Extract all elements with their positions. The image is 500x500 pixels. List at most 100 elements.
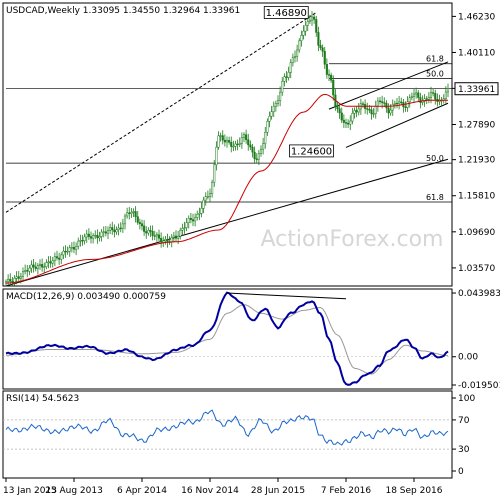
macd-y-tick-label: -0.019501 bbox=[458, 381, 500, 391]
candle-body bbox=[395, 102, 399, 105]
candle-body bbox=[30, 264, 33, 269]
candle-body bbox=[330, 74, 333, 81]
candle-body bbox=[423, 98, 426, 102]
axes: 1.462301.401101.340201.278901.219301.158… bbox=[3, 12, 500, 496]
candle-body bbox=[92, 235, 95, 239]
candle-body bbox=[183, 227, 186, 229]
candle-body bbox=[191, 219, 195, 222]
candle-body bbox=[32, 264, 35, 268]
candle-body bbox=[323, 51, 326, 65]
candle-body bbox=[262, 143, 265, 150]
trendline-channel-upper bbox=[328, 61, 449, 110]
candle-body bbox=[87, 233, 90, 237]
candle-body bbox=[19, 276, 22, 279]
macd-line bbox=[5, 291, 449, 386]
candle-body bbox=[228, 140, 231, 143]
candle-body bbox=[283, 76, 286, 82]
price-annotation: 1.46890 bbox=[266, 8, 307, 19]
candle-body bbox=[425, 98, 428, 100]
candle-body bbox=[291, 57, 294, 63]
trendline-dashed bbox=[5, 12, 317, 213]
candle-body bbox=[179, 230, 182, 237]
candle-body bbox=[98, 236, 101, 239]
candle-body bbox=[389, 109, 392, 114]
candle-body bbox=[302, 30, 305, 36]
candle-body bbox=[185, 222, 188, 228]
candle-body bbox=[293, 56, 297, 58]
candle-body bbox=[17, 276, 20, 279]
candle-body bbox=[417, 92, 420, 98]
candle-body bbox=[238, 143, 241, 145]
trendline-solid bbox=[5, 158, 449, 286]
price-title: USDCAD,Weekly 1.33095 1.34550 1.32964 1.… bbox=[6, 6, 240, 16]
candle-body bbox=[194, 217, 197, 222]
candle-body bbox=[55, 256, 59, 259]
candle-body bbox=[351, 113, 354, 122]
candle-body bbox=[211, 181, 214, 194]
candle-body bbox=[338, 108, 341, 114]
candle-body bbox=[140, 223, 144, 227]
candle-body bbox=[47, 261, 50, 263]
candle-body bbox=[327, 74, 331, 76]
candle-body bbox=[353, 110, 356, 114]
x-tick-label: 13 Jan 2013 bbox=[3, 486, 57, 496]
candle-body bbox=[340, 112, 343, 121]
rsi-y-tick-label: 70 bbox=[458, 416, 470, 426]
candle-body bbox=[51, 260, 54, 264]
candle-body bbox=[164, 239, 167, 242]
macd-signal-line bbox=[6, 304, 449, 375]
candle-body bbox=[64, 250, 67, 253]
rsi-title: RSI(14) 54.5623 bbox=[6, 394, 79, 404]
candle-body bbox=[383, 102, 386, 104]
candle-body bbox=[217, 135, 220, 148]
candle-body bbox=[58, 257, 61, 260]
candle-body bbox=[96, 234, 99, 239]
candle-body bbox=[255, 158, 258, 160]
candle-body bbox=[393, 102, 396, 105]
candle-body bbox=[378, 100, 382, 102]
x-tick-label: 7 Feb 2016 bbox=[321, 486, 372, 496]
candle-body bbox=[123, 215, 127, 225]
macd-plot bbox=[3, 291, 452, 386]
price-y-tick-label: 1.40110 bbox=[458, 48, 495, 58]
candle-body bbox=[15, 276, 18, 279]
candle-body bbox=[215, 146, 218, 166]
candle-body bbox=[398, 101, 401, 104]
price-y-tick-label: 1.03570 bbox=[458, 264, 495, 274]
candle-body bbox=[245, 134, 248, 140]
candle-body bbox=[272, 106, 275, 113]
candle-body bbox=[221, 135, 224, 141]
price-y-tick-label: 1.21930 bbox=[458, 156, 495, 166]
candle-body bbox=[28, 267, 31, 272]
candle-body bbox=[381, 101, 384, 103]
rsi-plot bbox=[3, 409, 452, 450]
price-annotation-box bbox=[289, 144, 334, 158]
candle-body bbox=[9, 278, 12, 282]
candle-body bbox=[332, 79, 335, 96]
candle-body bbox=[26, 270, 29, 272]
candle-body bbox=[111, 227, 114, 231]
candle-body bbox=[298, 40, 301, 51]
rsi-y-tick-label: 100 bbox=[458, 394, 475, 404]
candle-body bbox=[313, 16, 316, 20]
candle-body bbox=[240, 137, 243, 144]
candle-body bbox=[432, 92, 435, 94]
candle-body bbox=[361, 103, 365, 105]
fib-level-label: 50.0 bbox=[426, 154, 444, 163]
candle-body bbox=[162, 240, 165, 243]
candle-body bbox=[94, 234, 97, 237]
candle-body bbox=[444, 91, 447, 99]
candle-body bbox=[187, 217, 190, 223]
candle-body bbox=[177, 235, 180, 239]
price-y-tick-label: 1.46230 bbox=[458, 12, 495, 22]
candle-body bbox=[147, 229, 150, 234]
candle-body bbox=[276, 100, 280, 104]
candle-body bbox=[157, 234, 161, 239]
candle-body bbox=[166, 239, 169, 243]
candle-body bbox=[370, 109, 373, 115]
candle-body bbox=[208, 193, 212, 197]
candle-body bbox=[106, 230, 110, 234]
current-price-box bbox=[454, 82, 499, 96]
candle-body bbox=[41, 264, 44, 268]
candle-body bbox=[285, 76, 288, 78]
